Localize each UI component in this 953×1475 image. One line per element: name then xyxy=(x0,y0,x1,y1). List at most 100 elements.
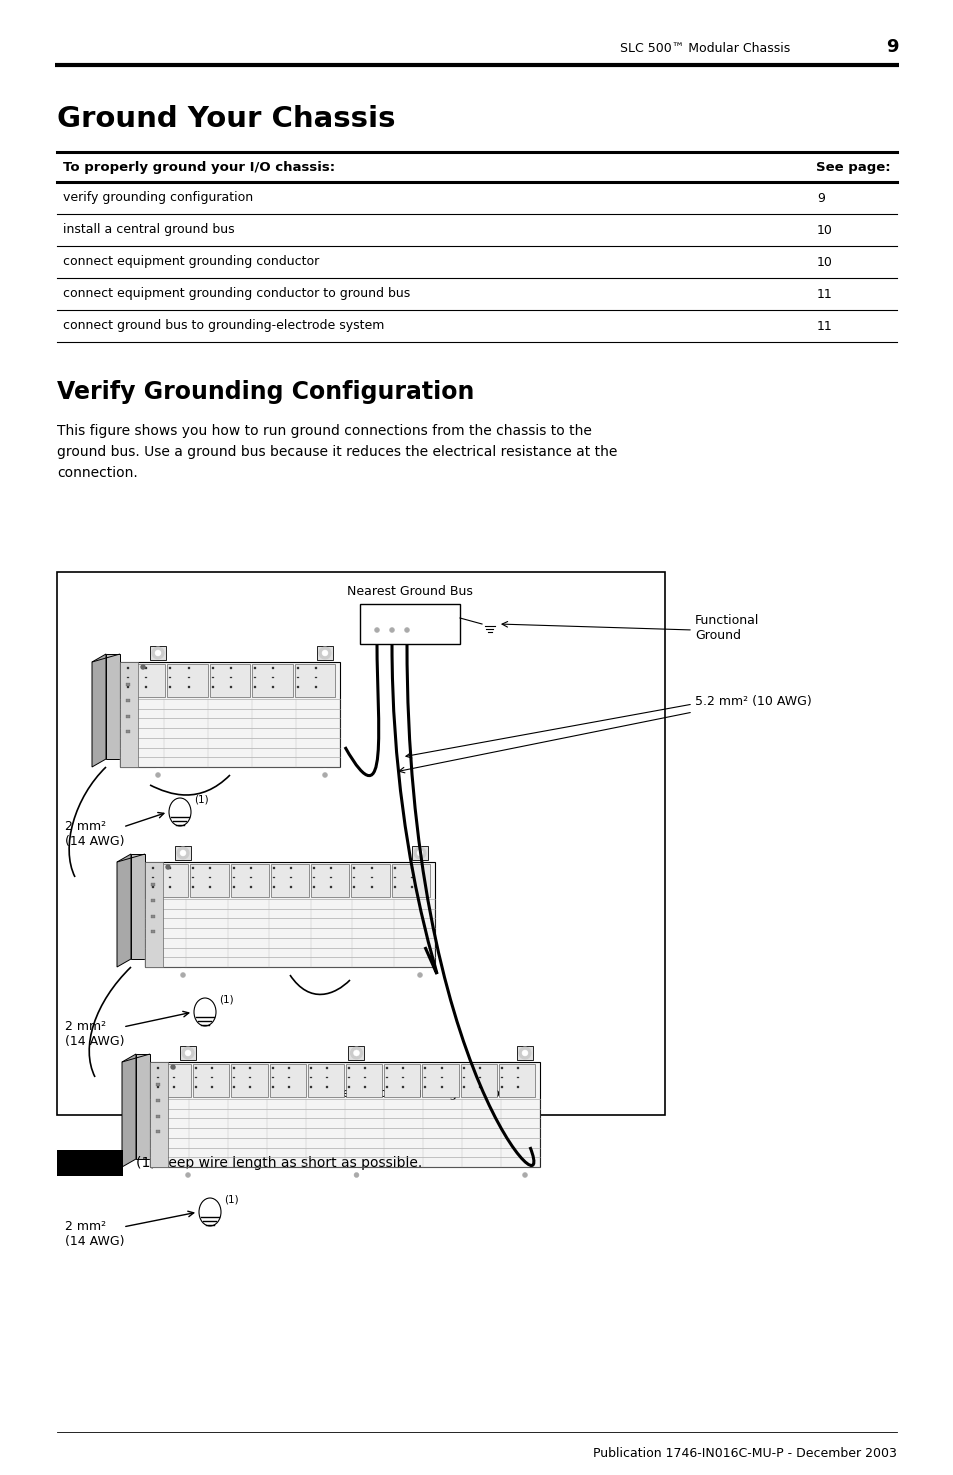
Text: TIP: TIP xyxy=(79,1156,101,1170)
Bar xyxy=(370,867,373,869)
Bar xyxy=(231,864,269,897)
Bar xyxy=(364,1086,366,1087)
Bar xyxy=(394,867,395,869)
Circle shape xyxy=(414,969,426,981)
Bar xyxy=(424,1066,426,1068)
Circle shape xyxy=(518,1047,531,1059)
Text: Nearest Ground Bus: Nearest Ground Bus xyxy=(347,586,473,597)
Polygon shape xyxy=(131,854,145,959)
Text: Functional
Ground: Functional Ground xyxy=(695,614,759,642)
Bar xyxy=(211,1066,213,1068)
Bar xyxy=(145,667,147,668)
Bar xyxy=(151,898,154,901)
Bar xyxy=(151,931,154,934)
Bar xyxy=(188,667,190,668)
Bar xyxy=(232,1063,268,1097)
Circle shape xyxy=(180,972,185,978)
Circle shape xyxy=(180,850,186,855)
Circle shape xyxy=(141,665,145,670)
Bar xyxy=(210,867,212,869)
Bar xyxy=(310,1086,312,1087)
Bar xyxy=(211,1086,213,1087)
Bar xyxy=(296,667,298,668)
Text: Preferred Grounding Method.: Preferred Grounding Method. xyxy=(330,1087,512,1100)
Bar xyxy=(296,686,298,687)
Bar xyxy=(250,876,252,878)
Bar xyxy=(156,1130,160,1133)
Bar xyxy=(151,884,154,886)
Circle shape xyxy=(318,768,331,780)
Bar xyxy=(353,886,355,888)
Bar xyxy=(271,864,309,897)
Bar xyxy=(310,1077,312,1078)
Bar xyxy=(411,886,413,888)
Bar xyxy=(145,686,147,687)
Bar xyxy=(127,667,129,668)
Bar xyxy=(384,1063,420,1097)
Circle shape xyxy=(481,617,497,631)
Circle shape xyxy=(521,1050,527,1056)
Bar xyxy=(150,864,188,897)
Bar xyxy=(120,662,339,767)
Bar xyxy=(172,1086,175,1087)
Bar xyxy=(252,664,293,696)
Circle shape xyxy=(386,624,397,636)
Circle shape xyxy=(185,1173,191,1177)
Bar xyxy=(440,1086,442,1087)
Bar xyxy=(120,662,138,767)
Bar xyxy=(145,677,147,678)
Bar xyxy=(422,1063,458,1097)
Circle shape xyxy=(354,1050,359,1056)
Bar xyxy=(188,686,190,687)
Bar xyxy=(326,1086,328,1087)
Text: 2 mm²
(14 AWG): 2 mm² (14 AWG) xyxy=(65,820,125,848)
Bar xyxy=(498,1063,535,1097)
Bar xyxy=(188,677,190,678)
Bar xyxy=(157,1066,159,1068)
Bar xyxy=(253,677,256,678)
Bar xyxy=(402,1086,404,1087)
Bar xyxy=(272,1077,274,1078)
Text: (1): (1) xyxy=(193,795,209,805)
Bar xyxy=(517,1066,518,1068)
Bar xyxy=(310,1066,312,1068)
Bar xyxy=(210,886,212,888)
Bar xyxy=(253,686,256,687)
Ellipse shape xyxy=(169,798,191,826)
Bar xyxy=(313,886,314,888)
Circle shape xyxy=(182,1170,193,1181)
Polygon shape xyxy=(136,1055,150,1159)
Bar xyxy=(193,886,194,888)
Circle shape xyxy=(375,627,379,633)
Circle shape xyxy=(416,850,422,855)
Bar xyxy=(230,667,232,668)
Bar xyxy=(273,677,274,678)
Bar xyxy=(151,914,154,917)
Bar xyxy=(353,867,355,869)
Bar xyxy=(370,886,373,888)
Bar xyxy=(169,867,171,869)
Bar xyxy=(288,1077,290,1078)
Bar xyxy=(348,1077,350,1078)
Circle shape xyxy=(437,612,450,624)
Circle shape xyxy=(171,1065,174,1069)
Bar xyxy=(233,1066,235,1068)
Bar xyxy=(233,876,234,878)
Bar xyxy=(126,683,130,686)
Bar xyxy=(402,1066,404,1068)
Bar xyxy=(316,646,333,659)
Bar xyxy=(170,686,172,687)
Bar xyxy=(314,686,316,687)
Bar xyxy=(167,664,208,696)
Text: 11: 11 xyxy=(816,288,832,301)
Polygon shape xyxy=(91,653,120,662)
Bar xyxy=(500,1077,502,1078)
Bar xyxy=(193,876,194,878)
Bar xyxy=(273,867,274,869)
Bar xyxy=(462,1077,464,1078)
Bar xyxy=(174,847,191,860)
Bar xyxy=(386,1077,388,1078)
Circle shape xyxy=(177,847,189,858)
Polygon shape xyxy=(91,653,106,767)
Text: This figure shows you how to run ground connections from the chassis to the
grou: This figure shows you how to run ground … xyxy=(57,423,617,481)
